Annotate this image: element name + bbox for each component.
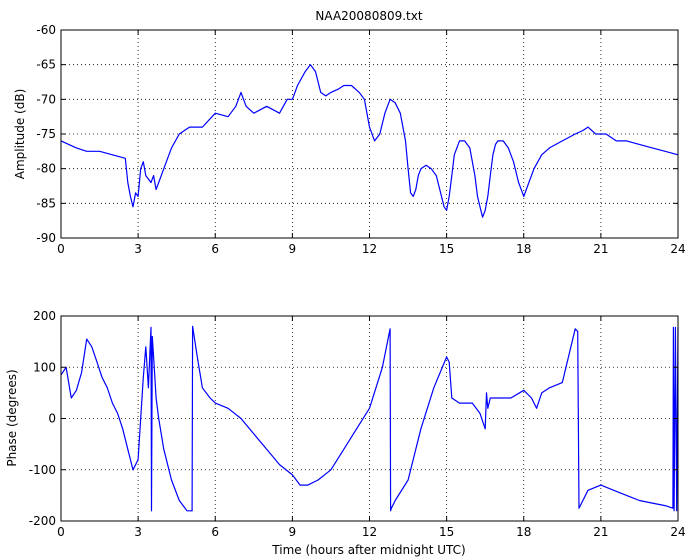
- amplitude-xtick-label: 15: [439, 242, 454, 256]
- amplitude-xtick-label: 24: [670, 242, 685, 256]
- amplitude-xtick-label: 21: [593, 242, 608, 256]
- phase-ytick-label: 200: [33, 309, 56, 323]
- amplitude-xtick-label: 12: [362, 242, 377, 256]
- phase-xtick-label: 0: [57, 525, 65, 539]
- amplitude-xtick-label: 9: [289, 242, 297, 256]
- phase-xtick-label: 21: [593, 525, 608, 539]
- amplitude-ytick-label: -65: [36, 58, 56, 72]
- phase-ytick-label: 100: [33, 360, 56, 374]
- amplitude-ytick-label: -70: [36, 92, 56, 106]
- phase-xtick-label: 18: [516, 525, 531, 539]
- phase-xtick-label: 3: [134, 525, 142, 539]
- phase-ytick-label: -200: [29, 514, 56, 528]
- amplitude-xtick-label: 3: [134, 242, 142, 256]
- amplitude-ytick-label: -85: [36, 196, 56, 210]
- amplitude-ytick-label: -90: [36, 231, 56, 245]
- phase-ytick-label: 0: [48, 412, 56, 426]
- amplitude-ytick-label: -80: [36, 162, 56, 176]
- amplitude-axes: Amplitude (dB) 0 3 6 9 12 15 18 21 24 -90 -85 -80 -7…: [13, 23, 686, 256]
- phase-frame-border: [60, 315, 679, 522]
- amplitude-ylabel: Amplitude (dB): [13, 89, 27, 180]
- phase-xtick-label: 6: [211, 525, 219, 539]
- amplitude-ytick-label: -60: [36, 23, 56, 37]
- amplitude-xtick-label: 0: [57, 242, 65, 256]
- phase-xtick-label: 12: [362, 525, 377, 539]
- phase-xtick-label: 24: [670, 525, 685, 539]
- phase-series-line: [60, 325, 679, 512]
- phase-ylabel: Phase (degrees): [5, 369, 19, 466]
- phase-ytick-label: -100: [29, 463, 56, 477]
- amplitude-xtick-label: 6: [211, 242, 219, 256]
- x-axis-label: Time (hours after midnight UTC): [271, 543, 465, 557]
- phase-xtick-label: 9: [289, 525, 297, 539]
- phase-axes: Phase (degrees) 0 3 6 9 12 15 18 21 24 -200 -100 0 1…: [5, 309, 686, 539]
- amplitude-xtick-label: 18: [516, 242, 531, 256]
- amplitude-ytick-label: -75: [36, 127, 56, 141]
- chart-title: NAA20080809.txt: [315, 9, 422, 23]
- amplitude-frame-border: [60, 29, 679, 239]
- phase-xtick-label: 15: [439, 525, 454, 539]
- amplitude-series-line: [60, 64, 679, 218]
